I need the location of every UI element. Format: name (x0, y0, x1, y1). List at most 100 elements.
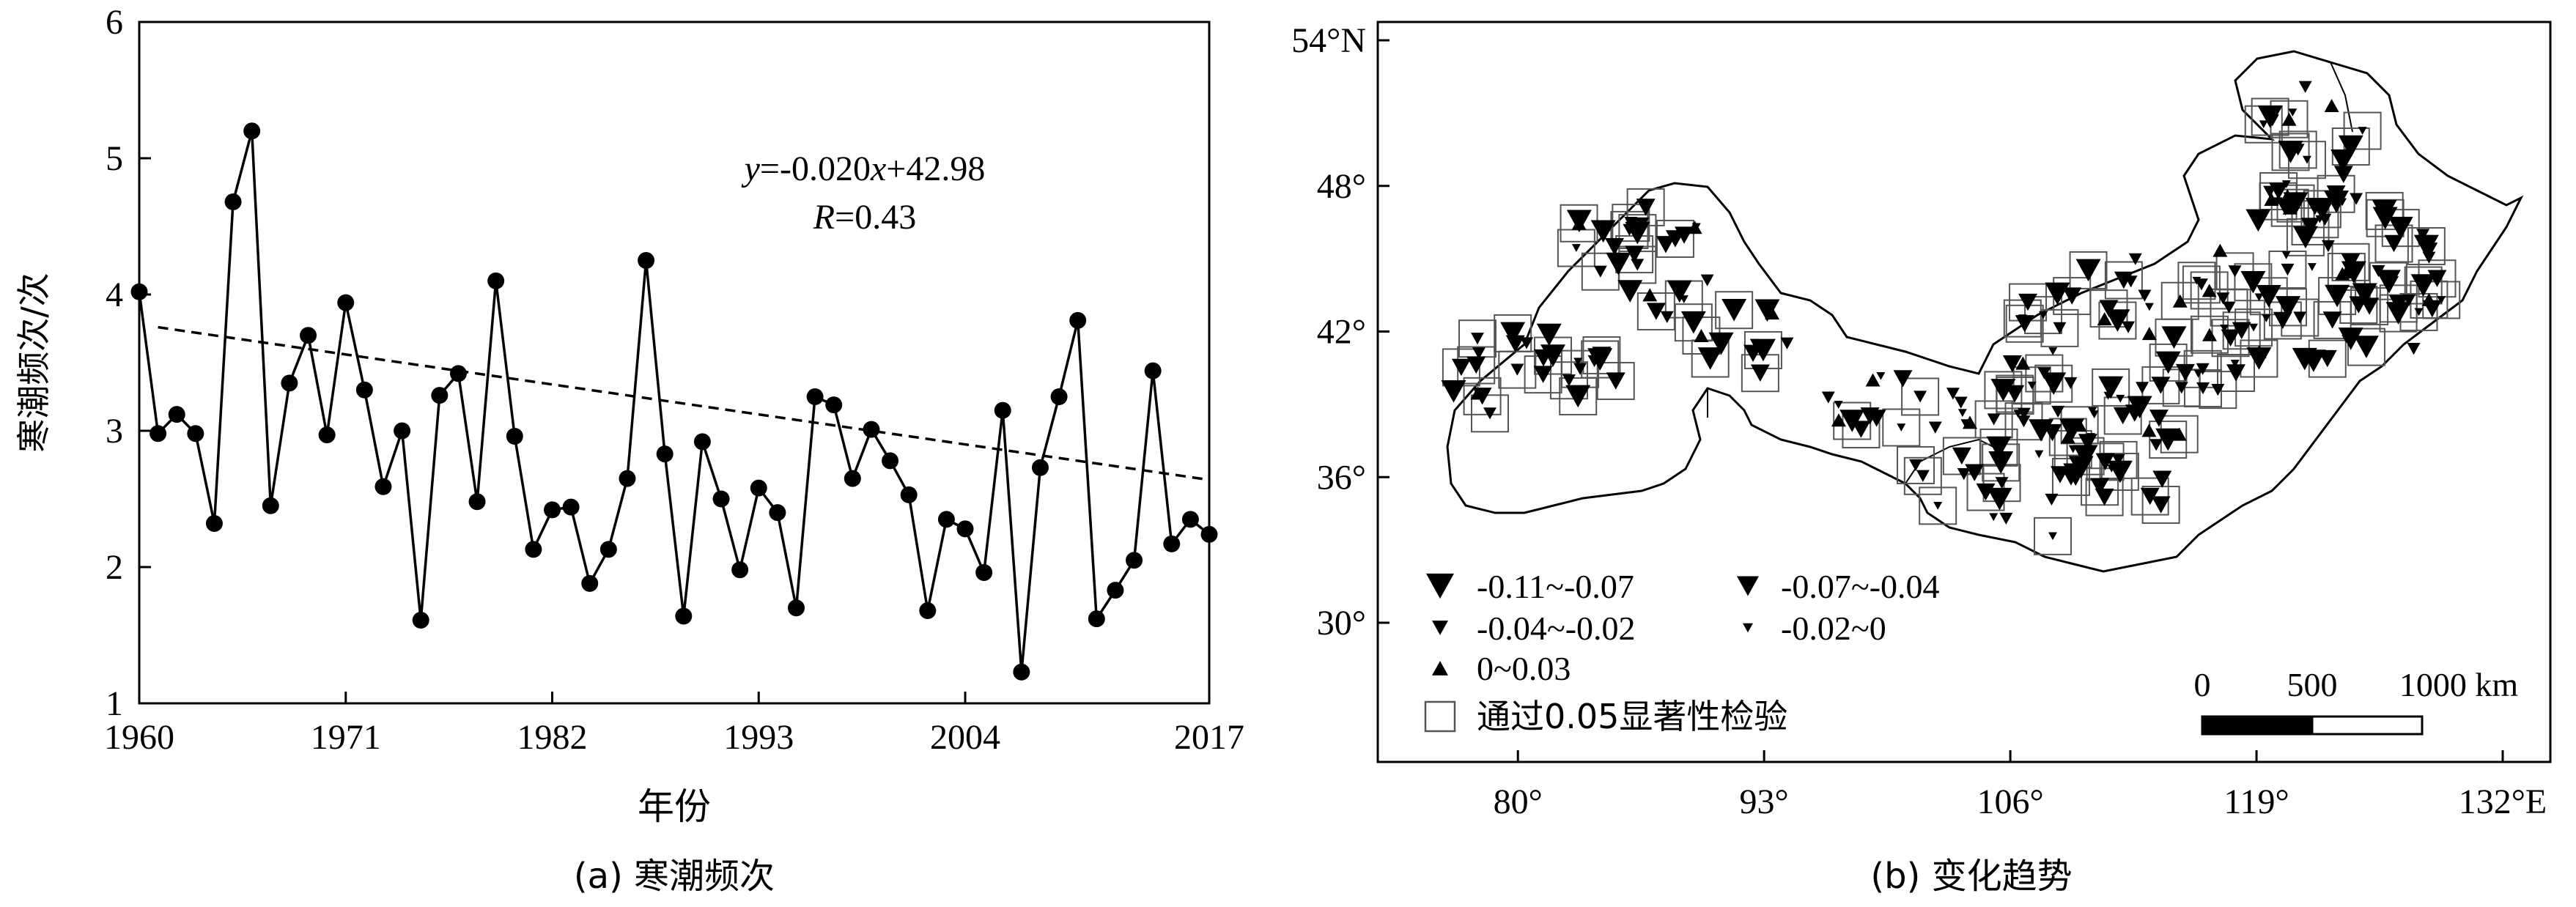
data-point (638, 252, 655, 269)
station-marker-decrease (2095, 453, 2115, 471)
station-marker-decrease (2155, 351, 2181, 374)
station-marker-decrease (2302, 155, 2311, 164)
station-marker-decrease (1679, 295, 1689, 303)
station-marker-decrease (2307, 263, 2317, 271)
data-point (956, 520, 974, 538)
station-marker-decrease (2317, 349, 2337, 368)
y-tick-label: 5 (106, 139, 123, 178)
significance-square (1470, 394, 1509, 433)
station-marker-decrease (2053, 322, 2067, 335)
station-marker-decrease (1995, 477, 2009, 489)
station-marker-decrease (2333, 166, 2353, 183)
trend-line (158, 325, 1210, 481)
station-marker-decrease (1986, 436, 2012, 459)
significance-square (2034, 517, 2073, 555)
data-point (468, 493, 486, 511)
station-marker-decrease (2437, 296, 2446, 304)
data-point (168, 406, 185, 423)
lat-tick-label: 36° (1317, 458, 1366, 497)
lat-tick-label: 30° (1317, 604, 1366, 643)
station-marker-decrease (1928, 421, 1942, 434)
station-marker-decrease (2269, 182, 2289, 200)
data-point (619, 470, 636, 487)
significance-square (2141, 486, 2180, 525)
station-marker-decrease (2034, 450, 2044, 459)
station-marker-decrease (1750, 338, 1776, 362)
x-tick-label: 1960 (104, 718, 174, 757)
station-marker-decrease (2064, 377, 2078, 390)
significance-square (2149, 343, 2188, 382)
correlation-coefficient: R=0.43 (813, 198, 916, 237)
scale-label-500: 500 (2287, 666, 2338, 703)
data-point (337, 294, 355, 311)
scale-bar-white-segment (2311, 715, 2424, 736)
station-marker-increase (1831, 413, 1846, 427)
panel-a-time-series: 1 2 3 4 5 6 1960 1971 1982 1993 2004 2017 y=-0.020… (14, 3, 1244, 897)
lat-tick-label: 42° (1317, 313, 1366, 352)
data-point (787, 599, 805, 617)
station-marker-decrease (2221, 329, 2240, 347)
station-marker-decrease (2193, 369, 2203, 378)
station-marker-decrease (1697, 347, 1723, 370)
station-marker-increase (2202, 284, 2217, 297)
station-marker-decrease (2240, 270, 2266, 294)
significance-square (1901, 377, 1940, 416)
station-marker-decrease (2321, 240, 2335, 253)
station-marker-decrease (1946, 388, 1960, 400)
significance-square (2190, 271, 2229, 310)
station-marker-decrease (2416, 229, 2430, 241)
station-marker-decrease (2144, 303, 2154, 311)
legend-square-symbol (1424, 700, 1456, 733)
station-marker-decrease (2326, 185, 2346, 203)
station-marker-decrease (1623, 223, 1636, 237)
station-marker-decrease (2175, 363, 2195, 382)
station-marker-decrease (2385, 302, 2411, 325)
data-point (712, 490, 730, 508)
lon-tick-label: 93° (1740, 782, 1789, 821)
data-point (1200, 525, 1218, 543)
data-point (281, 374, 298, 392)
scale-label-1000km: 1000 km (2399, 666, 2519, 703)
station-marker-increase (2281, 112, 2297, 126)
legend-label: -0.11~-0.07 (1477, 568, 1634, 605)
station-marker-decrease (2149, 439, 2163, 451)
data-point (205, 514, 223, 532)
significance-square (2422, 281, 2461, 319)
data-point (1069, 311, 1087, 329)
station-marker-decrease (2278, 141, 2303, 163)
station-marker-decrease (2422, 251, 2436, 264)
station-marker-decrease (1593, 265, 1607, 278)
data-point (1031, 459, 1049, 476)
station-marker-decrease (2027, 381, 2037, 390)
station-marker-decrease (2059, 418, 2084, 442)
station-marker-decrease (2360, 297, 2380, 315)
station-marker-decrease (2388, 216, 2413, 240)
station-marker-decrease (2216, 292, 2230, 305)
station-marker-decrease (1571, 244, 1581, 252)
station-marker-decrease (2196, 382, 2210, 395)
station-marker-decrease (1867, 410, 1886, 427)
data-point (355, 381, 373, 399)
station-marker-decrease (2151, 377, 2171, 394)
station-marker-decrease (2099, 300, 2119, 317)
station-marker-decrease (2062, 287, 2082, 305)
x-tick-label: 1982 (517, 718, 588, 757)
significance-square (2347, 327, 2385, 366)
significance-square (1596, 362, 1635, 401)
station-marker-decrease (1590, 220, 1616, 243)
station-marker-decrease (2149, 410, 2169, 427)
station-marker-decrease (2048, 347, 2058, 355)
station-marker-decrease (1660, 311, 1674, 323)
station-marker-decrease (2330, 149, 2356, 172)
station-marker-decrease (1933, 501, 1943, 510)
station-marker-decrease (1876, 371, 1886, 380)
station-marker-decrease (1510, 363, 1524, 376)
panel-a-caption: (a) 寒潮频次 (574, 856, 775, 897)
data-point (544, 501, 561, 519)
station-marker-decrease (2015, 315, 2034, 333)
station-marker-increase (2324, 98, 2339, 112)
panel-b-caption: (b) 变化趋势 (1870, 856, 2072, 897)
station-marker-decrease (1680, 311, 1706, 334)
station-marker-decrease (2136, 382, 2149, 394)
station-marker-decrease (2111, 454, 2125, 467)
